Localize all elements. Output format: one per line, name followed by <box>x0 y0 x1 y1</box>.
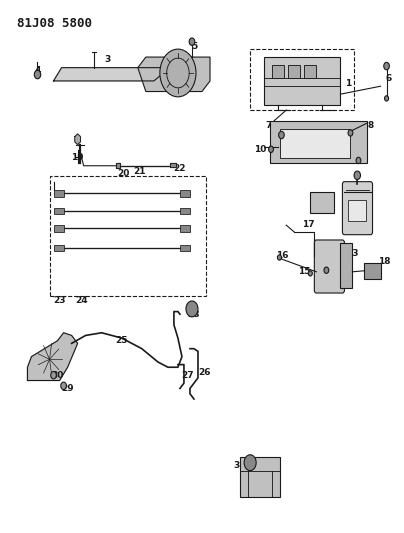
Text: 32: 32 <box>234 461 246 470</box>
Text: 19: 19 <box>72 154 84 163</box>
Circle shape <box>278 255 282 260</box>
Bar <box>348 200 366 221</box>
FancyBboxPatch shape <box>264 57 341 105</box>
FancyBboxPatch shape <box>310 192 335 214</box>
Text: 30: 30 <box>51 370 64 379</box>
Text: 27: 27 <box>182 370 194 379</box>
Circle shape <box>324 267 329 273</box>
Text: 1: 1 <box>345 79 351 88</box>
Circle shape <box>160 49 196 97</box>
Text: 26: 26 <box>198 368 210 377</box>
Text: 8: 8 <box>367 122 374 131</box>
Polygon shape <box>170 163 176 167</box>
Text: 17: 17 <box>302 220 315 229</box>
Circle shape <box>279 131 284 139</box>
Text: 7: 7 <box>265 122 271 131</box>
Circle shape <box>244 455 256 471</box>
Circle shape <box>385 96 389 101</box>
Text: 13: 13 <box>346 249 359 258</box>
Bar <box>180 190 190 197</box>
Text: 20: 20 <box>118 169 130 178</box>
Text: 21: 21 <box>134 166 146 175</box>
FancyBboxPatch shape <box>304 65 316 78</box>
Circle shape <box>189 38 195 45</box>
Polygon shape <box>138 57 210 92</box>
Bar <box>54 208 63 214</box>
Bar <box>54 190 63 197</box>
Text: 5: 5 <box>191 42 197 51</box>
Text: 10: 10 <box>254 146 266 155</box>
Text: 11: 11 <box>358 201 371 210</box>
Text: 9: 9 <box>361 140 368 149</box>
FancyBboxPatch shape <box>280 128 350 158</box>
Bar <box>250 49 354 110</box>
Text: 12: 12 <box>312 196 324 205</box>
Polygon shape <box>116 163 120 168</box>
Circle shape <box>34 70 41 79</box>
Circle shape <box>384 62 389 70</box>
FancyBboxPatch shape <box>341 243 352 288</box>
Text: 2: 2 <box>321 74 328 83</box>
Text: 18: 18 <box>378 257 391 265</box>
Bar <box>180 225 190 231</box>
Text: 4: 4 <box>34 66 41 75</box>
FancyBboxPatch shape <box>270 120 366 163</box>
Polygon shape <box>75 134 80 144</box>
Circle shape <box>61 382 66 390</box>
FancyBboxPatch shape <box>314 240 345 293</box>
Text: 16: 16 <box>276 252 288 261</box>
Circle shape <box>308 271 312 276</box>
FancyBboxPatch shape <box>272 65 284 78</box>
FancyBboxPatch shape <box>288 65 300 78</box>
Text: 3: 3 <box>105 55 111 64</box>
Bar <box>50 176 206 296</box>
Circle shape <box>354 171 360 180</box>
Circle shape <box>348 130 353 136</box>
Bar <box>180 208 190 214</box>
Text: 6: 6 <box>385 74 392 83</box>
Text: 29: 29 <box>61 384 74 393</box>
Text: 22: 22 <box>174 164 186 173</box>
Bar <box>364 263 381 279</box>
Bar <box>54 225 63 231</box>
Text: 25: 25 <box>116 336 128 345</box>
Text: 81J08 5800: 81J08 5800 <box>17 17 93 30</box>
FancyBboxPatch shape <box>343 182 372 235</box>
Text: 14: 14 <box>322 262 335 271</box>
Circle shape <box>356 157 361 164</box>
Text: 28: 28 <box>188 310 200 319</box>
Text: 31: 31 <box>252 487 265 496</box>
FancyBboxPatch shape <box>240 457 280 497</box>
Text: 24: 24 <box>75 296 88 305</box>
Polygon shape <box>54 68 170 81</box>
Circle shape <box>51 372 56 379</box>
Polygon shape <box>27 333 78 381</box>
Circle shape <box>269 146 274 152</box>
Bar <box>180 245 190 251</box>
Text: 15: 15 <box>298 268 311 276</box>
Bar <box>54 245 63 251</box>
Text: 23: 23 <box>53 296 66 305</box>
Circle shape <box>186 301 198 317</box>
